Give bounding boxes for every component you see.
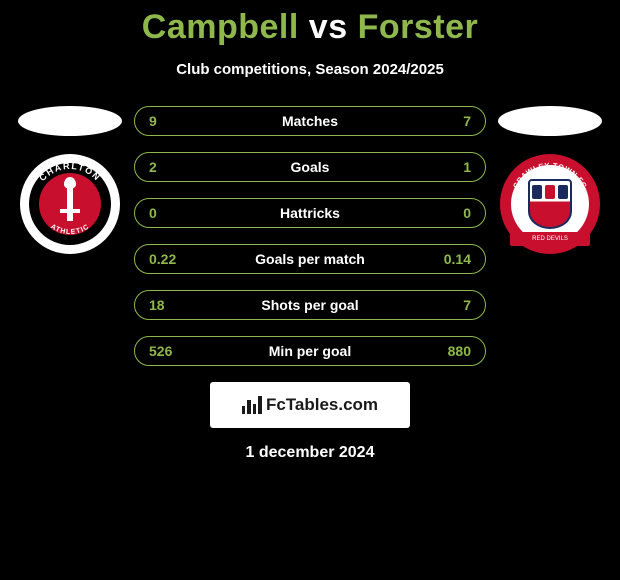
chart-bar — [242, 406, 246, 414]
stat-row: 0.22 Goals per match 0.14 — [134, 244, 486, 274]
left-club-badge: CHARLTON ATHLETIC — [20, 154, 120, 254]
shield-detail — [558, 185, 568, 199]
right-club-badge: CRAWLEY TOWN FC RED DEVILS — [500, 154, 600, 254]
stat-label: Goals per match — [193, 251, 427, 267]
stat-label: Matches — [193, 113, 427, 129]
stat-left-value: 0 — [149, 205, 193, 221]
stat-left-value: 9 — [149, 113, 193, 129]
stat-left-value: 2 — [149, 159, 193, 175]
stat-row: 9 Matches 7 — [134, 106, 486, 136]
stat-right-value: 7 — [427, 297, 471, 313]
page-title: Campbell vs Forster — [142, 8, 478, 47]
stat-label: Hattricks — [193, 205, 427, 221]
stat-right-value: 1 — [427, 159, 471, 175]
title-player1: Campbell — [142, 8, 299, 46]
comparison-card: Campbell vs Forster Club competitions, S… — [0, 0, 620, 462]
main-row: CHARLTON ATHLETIC 9 Matches 7 2 Goals 1 — [0, 106, 620, 366]
left-badge-center — [39, 173, 101, 235]
shield-detail — [532, 185, 542, 199]
stat-row: 18 Shots per goal 7 — [134, 290, 486, 320]
stat-right-value: 880 — [427, 343, 471, 359]
stat-right-value: 0.14 — [427, 251, 471, 267]
stats-column: 9 Matches 7 2 Goals 1 0 Hattricks 0 0.22… — [130, 106, 490, 366]
chart-bar — [258, 396, 262, 414]
right-flag-icon — [498, 106, 602, 136]
stat-left-value: 18 — [149, 297, 193, 313]
chart-icon — [242, 396, 262, 414]
title-player2: Forster — [358, 8, 479, 46]
left-side: CHARLTON ATHLETIC — [10, 106, 130, 254]
stat-row: 0 Hattricks 0 — [134, 198, 486, 228]
stat-label: Min per goal — [193, 343, 427, 359]
stat-left-value: 526 — [149, 343, 193, 359]
title-vs: vs — [309, 8, 348, 46]
stat-right-value: 0 — [427, 205, 471, 221]
chart-bar — [247, 400, 251, 414]
shield-detail — [545, 185, 555, 199]
left-flag-icon — [18, 106, 122, 136]
stat-left-value: 0.22 — [149, 251, 193, 267]
watermark-text: FcTables.com — [266, 395, 378, 415]
stat-row: 526 Min per goal 880 — [134, 336, 486, 366]
watermark-link[interactable]: FcTables.com — [210, 382, 410, 428]
stat-row: 2 Goals 1 — [134, 152, 486, 182]
sword-icon — [67, 187, 73, 221]
stat-label: Goals — [193, 159, 427, 175]
subtitle: Club competitions, Season 2024/2025 — [176, 61, 444, 78]
chart-bar — [253, 404, 257, 414]
stat-label: Shots per goal — [193, 297, 427, 313]
stat-right-value: 7 — [427, 113, 471, 129]
right-side: CRAWLEY TOWN FC RED DEVILS — [490, 106, 610, 254]
right-badge-banner: RED DEVILS — [510, 232, 590, 246]
shield-icon — [528, 179, 572, 229]
left-badge-ring — [29, 163, 111, 245]
date-label: 1 december 2024 — [246, 444, 375, 462]
